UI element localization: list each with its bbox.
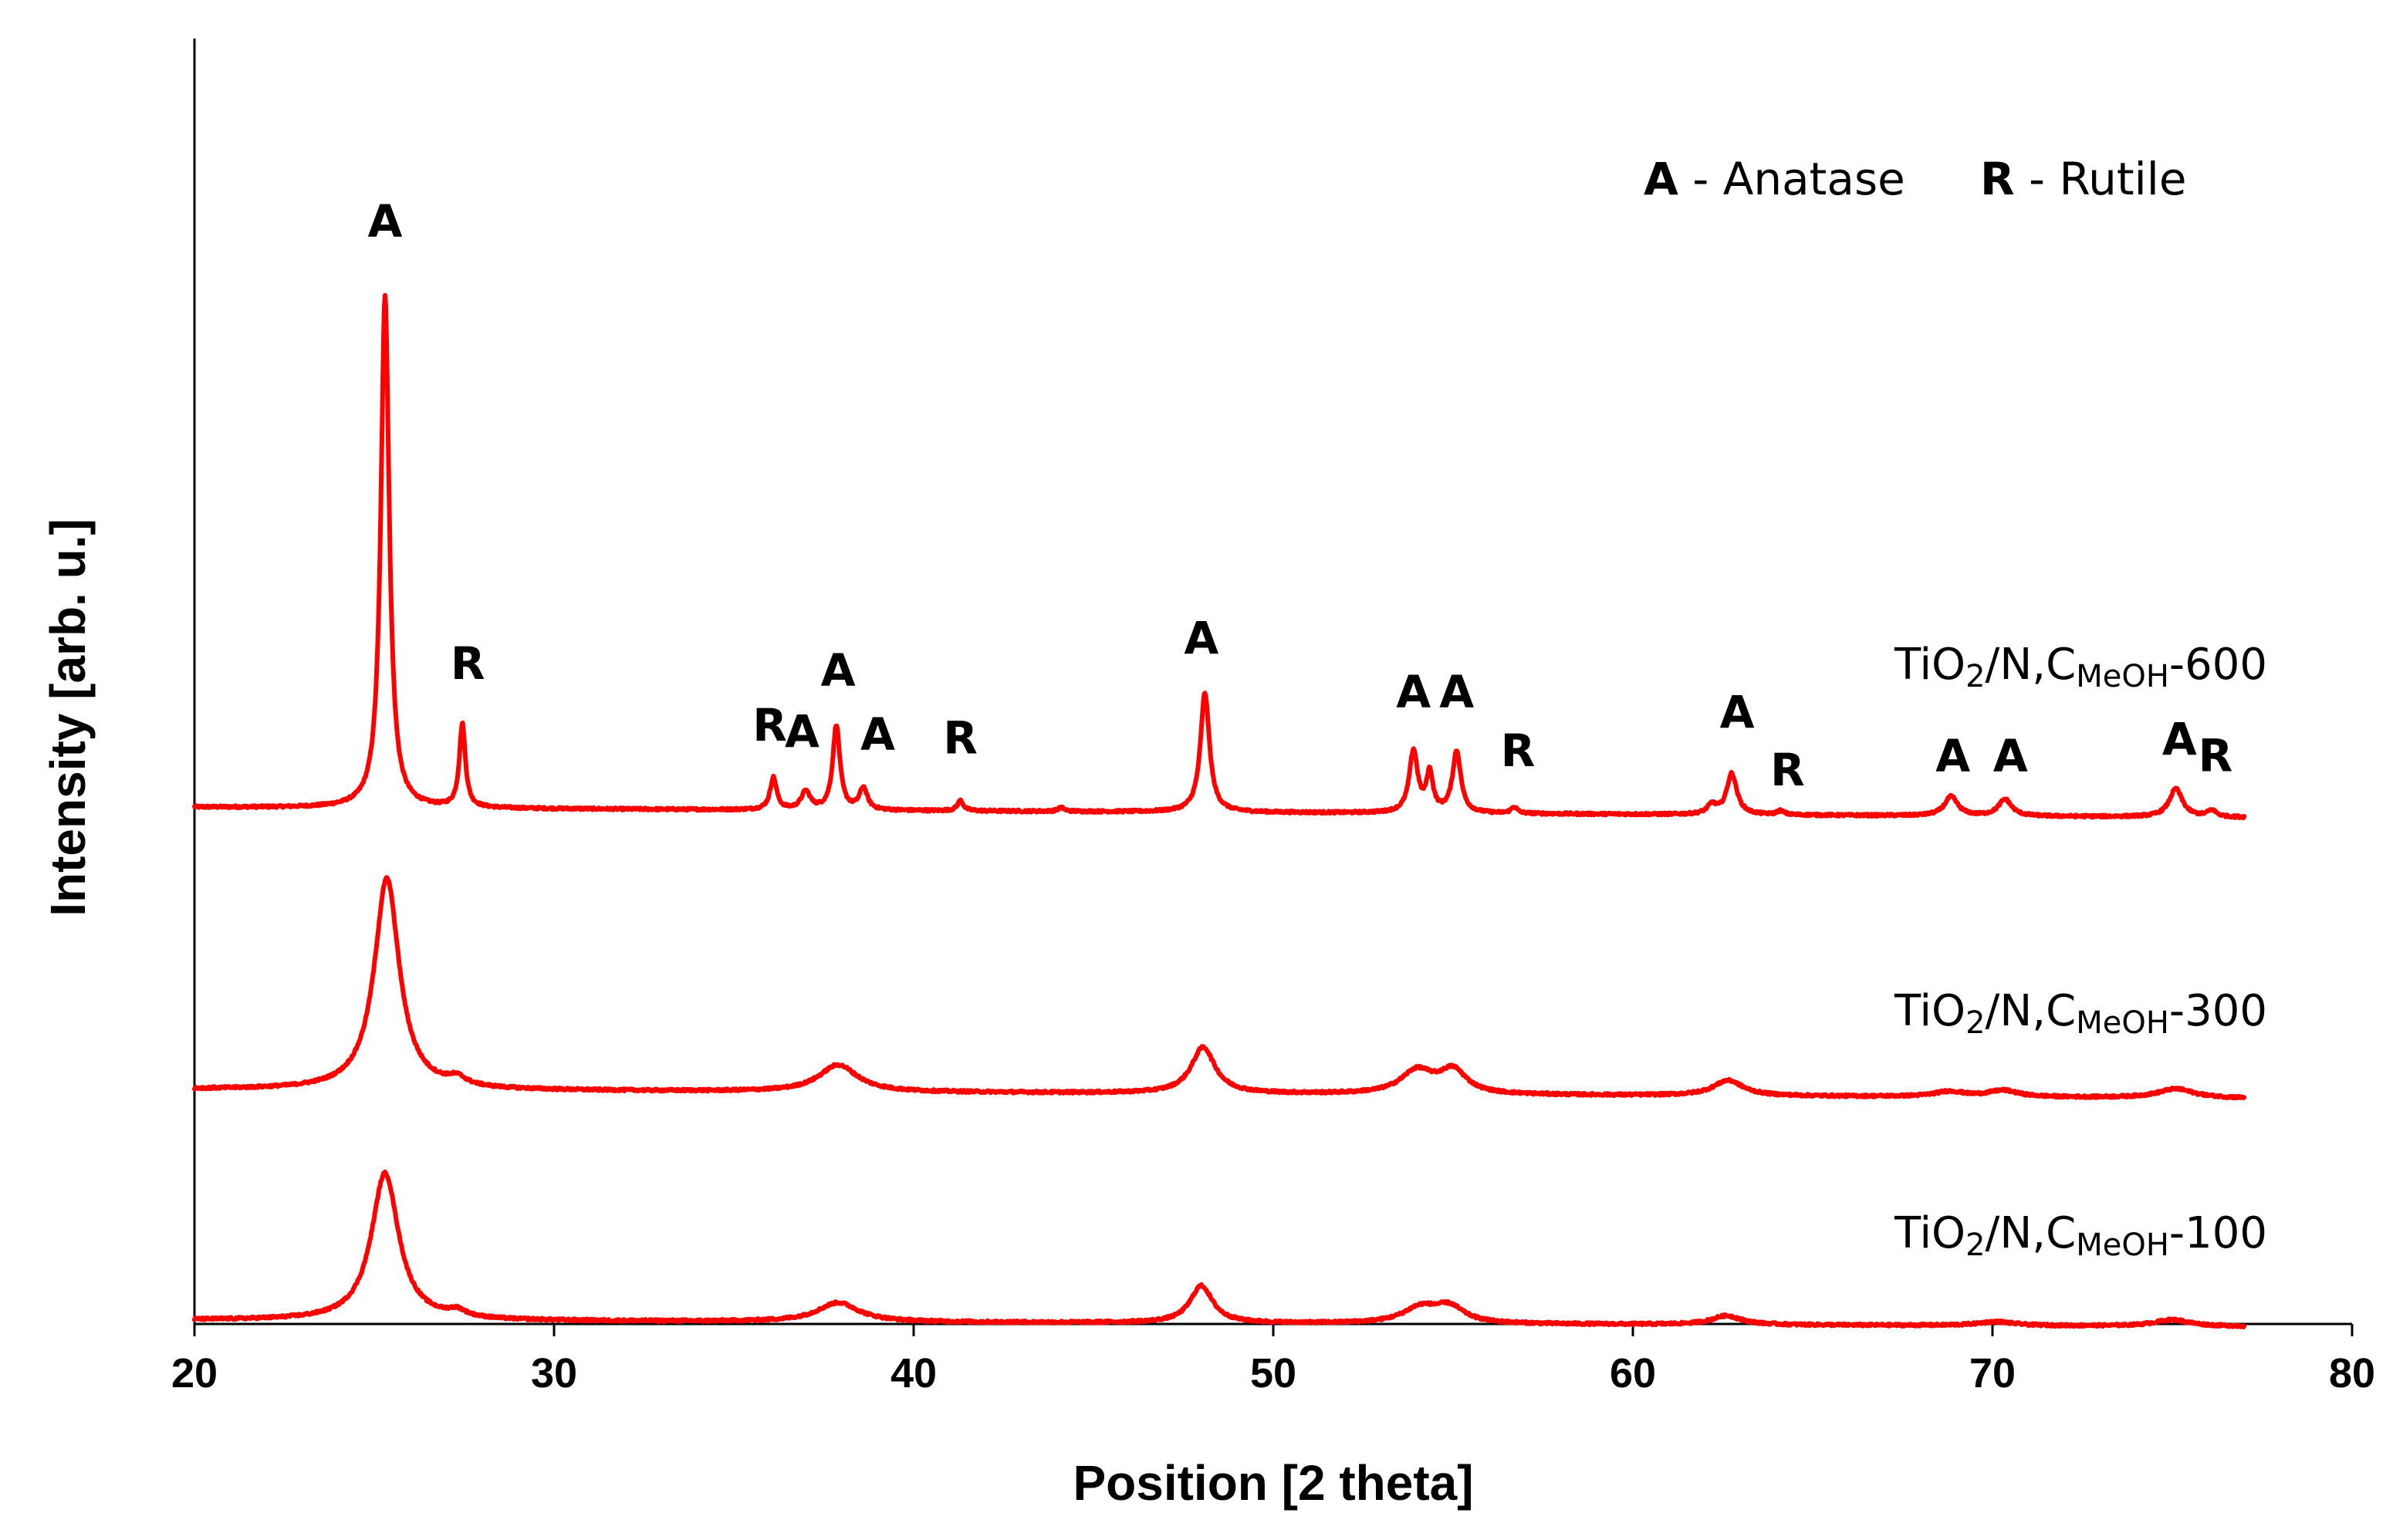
series-label-part: -100: [2169, 1208, 2267, 1258]
legend-key-rutile: R: [1980, 153, 2015, 205]
series-labels: TiO2/N,CMeOH-600TiO2/N,CMeOH-300TiO2/N,C…: [1894, 640, 2267, 1263]
series-label-subscript: MeOH: [2076, 1005, 2169, 1041]
series-label-part: TiO: [1894, 1208, 1965, 1258]
peak-label-rutile: R: [752, 699, 787, 751]
x-tick-label: 70: [1969, 1350, 2016, 1396]
series-line-3: [192, 1169, 2247, 1329]
series-label-subscript: 2: [1965, 659, 1985, 694]
series-line-1: [192, 292, 2247, 820]
peak-label-rutile: R: [1501, 724, 1536, 777]
peak-label-anatase: A: [368, 195, 403, 248]
svg-text:A - Anatase: A - Anatase: [1644, 153, 1905, 205]
x-tick-label: 80: [2329, 1350, 2375, 1396]
peak-label-rutile: R: [2199, 730, 2233, 782]
series-label-subscript: 2: [1965, 1228, 1985, 1263]
series-label-subscript: 2: [1965, 1005, 1985, 1041]
series-line-2: [192, 875, 2247, 1101]
peak-label-anatase: A: [1439, 666, 1474, 718]
peak-label-anatase: A: [1396, 666, 1431, 718]
series-label-part: /N,C: [1986, 1208, 2077, 1258]
series-label-part: TiO: [1894, 640, 1965, 690]
peak-label-anatase: A: [1993, 730, 2028, 782]
x-tick-label: 50: [1250, 1350, 1296, 1396]
series-label-subscript: MeOH: [2076, 659, 2169, 694]
peak-label-rutile: R: [451, 637, 485, 690]
y-axis-title: Intensity [arb. u.]: [40, 518, 96, 917]
series-label-part: TiO: [1894, 986, 1965, 1036]
peak-label-anatase: A: [785, 705, 820, 758]
x-tick-label: 20: [171, 1350, 218, 1396]
series-label-part: /N,C: [1986, 986, 2077, 1036]
x-tick-label: 30: [531, 1350, 577, 1396]
series-label-part: -600: [2169, 640, 2267, 690]
x-tick-label: 40: [891, 1350, 937, 1396]
series-label-2: TiO2/N,CMeOH-300: [1894, 986, 2267, 1041]
series-label-part: -300: [2169, 986, 2267, 1036]
x-ticks: 20 30 40 50 60 70 80: [171, 1324, 2375, 1396]
peak-label-anatase: A: [2162, 713, 2197, 765]
legend-key-anatase: A: [1644, 153, 1678, 205]
peak-label-anatase: A: [860, 708, 895, 760]
series-lines: [192, 292, 2247, 1329]
legend-text-anatase: - Anatase: [1678, 153, 1905, 205]
peak-label-rutile: R: [1770, 744, 1805, 796]
legend-entry-anatase: A - Anatase: [1644, 153, 1905, 205]
peak-label-rutile: R: [943, 711, 978, 764]
plot-axes: 20 30 40 50 60 70 80: [171, 39, 2375, 1396]
peak-label-anatase: A: [1935, 730, 1970, 782]
peak-label-anatase: A: [1720, 686, 1755, 738]
svg-text:R - Rutile: R - Rutile: [1980, 153, 2187, 205]
series-label-part: /N,C: [1986, 640, 2077, 690]
x-axis-title: Position [2 theta]: [1073, 1455, 1473, 1511]
series-label-subscript: MeOH: [2076, 1228, 2169, 1263]
series-label-1: TiO2/N,CMeOH-600: [1894, 640, 2267, 694]
legend-text-rutile: - Rutile: [2015, 153, 2187, 205]
legend-entry-rutile: R - Rutile: [1980, 153, 2187, 205]
x-tick-label: 60: [1610, 1350, 1656, 1396]
series-label-3: TiO2/N,CMeOH-100: [1894, 1208, 2267, 1263]
peak-label-anatase: A: [1184, 612, 1218, 664]
legend: A - Anatase R - Rutile: [1644, 153, 2187, 205]
peak-label-anatase: A: [821, 643, 856, 696]
